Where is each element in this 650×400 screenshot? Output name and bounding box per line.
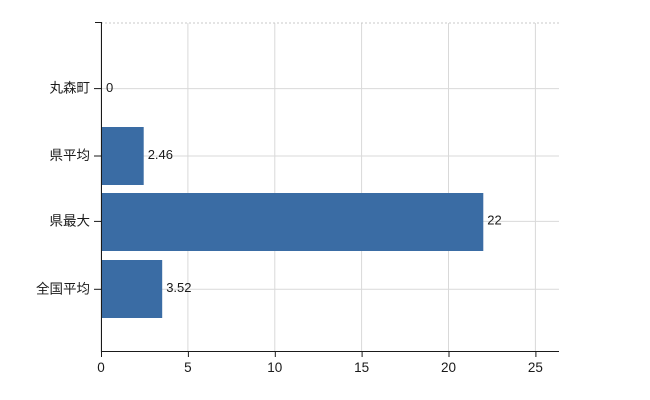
svg-text:15: 15 xyxy=(354,360,369,375)
svg-text:2.46: 2.46 xyxy=(148,147,173,162)
svg-text:3.52: 3.52 xyxy=(166,280,191,295)
svg-text:22: 22 xyxy=(487,213,501,228)
svg-text:10: 10 xyxy=(267,360,282,375)
svg-text:0: 0 xyxy=(106,80,113,95)
svg-text:丸森町: 丸森町 xyxy=(50,81,91,96)
svg-text:20: 20 xyxy=(441,360,456,375)
svg-text:5: 5 xyxy=(184,360,192,375)
svg-text:県平均: 県平均 xyxy=(50,148,91,163)
svg-text:県最大: 県最大 xyxy=(50,213,91,228)
svg-text:25: 25 xyxy=(528,360,543,375)
svg-text:0: 0 xyxy=(97,360,105,375)
svg-text:全国平均: 全国平均 xyxy=(36,280,90,296)
